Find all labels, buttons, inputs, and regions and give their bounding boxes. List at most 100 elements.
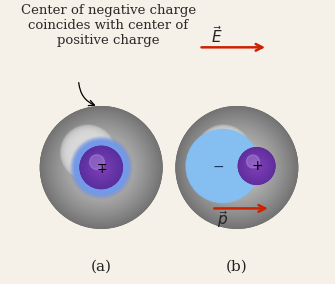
Circle shape: [223, 153, 251, 181]
Circle shape: [98, 164, 105, 171]
Circle shape: [229, 160, 245, 175]
Circle shape: [226, 157, 248, 178]
Circle shape: [255, 164, 259, 168]
Circle shape: [76, 142, 126, 193]
Circle shape: [240, 149, 274, 183]
Circle shape: [80, 146, 122, 189]
Circle shape: [87, 154, 115, 181]
Circle shape: [209, 138, 238, 167]
Circle shape: [245, 154, 269, 178]
Circle shape: [90, 157, 112, 178]
Circle shape: [207, 150, 239, 182]
Circle shape: [221, 151, 253, 184]
Circle shape: [216, 159, 229, 173]
Circle shape: [67, 133, 136, 202]
Circle shape: [176, 107, 297, 228]
Circle shape: [71, 136, 104, 169]
Circle shape: [235, 166, 239, 169]
Circle shape: [203, 134, 270, 201]
Circle shape: [202, 146, 243, 186]
Circle shape: [75, 139, 101, 165]
Circle shape: [89, 156, 113, 179]
Circle shape: [203, 132, 244, 173]
Circle shape: [96, 162, 106, 173]
Circle shape: [69, 135, 134, 200]
Circle shape: [98, 165, 104, 170]
Circle shape: [244, 153, 270, 179]
Circle shape: [195, 138, 251, 194]
Circle shape: [187, 118, 286, 217]
Circle shape: [45, 111, 157, 224]
Circle shape: [91, 157, 112, 178]
Circle shape: [92, 158, 111, 177]
Circle shape: [214, 158, 231, 174]
Circle shape: [75, 142, 127, 193]
Circle shape: [79, 146, 123, 189]
Text: $+$: $+$: [95, 163, 107, 176]
Circle shape: [66, 130, 110, 174]
Circle shape: [99, 165, 104, 170]
Circle shape: [82, 149, 120, 186]
Text: $-$: $-$: [95, 158, 107, 171]
Circle shape: [197, 140, 249, 192]
Circle shape: [84, 150, 119, 185]
Circle shape: [67, 132, 108, 173]
Circle shape: [181, 112, 292, 223]
Circle shape: [212, 155, 233, 177]
Circle shape: [209, 140, 264, 195]
Circle shape: [48, 114, 154, 221]
Circle shape: [93, 160, 109, 175]
Circle shape: [204, 132, 243, 172]
Circle shape: [80, 147, 122, 188]
Circle shape: [184, 114, 290, 221]
Circle shape: [100, 166, 103, 169]
Circle shape: [88, 154, 114, 180]
Circle shape: [65, 131, 137, 203]
Circle shape: [243, 153, 270, 179]
Circle shape: [190, 134, 255, 198]
Circle shape: [74, 140, 128, 195]
Circle shape: [201, 144, 245, 188]
Circle shape: [191, 134, 255, 198]
Circle shape: [198, 126, 250, 178]
Circle shape: [79, 146, 123, 189]
Circle shape: [78, 142, 98, 162]
Circle shape: [84, 150, 118, 185]
Circle shape: [188, 131, 258, 201]
Circle shape: [196, 126, 278, 208]
Circle shape: [97, 163, 106, 172]
Circle shape: [76, 143, 126, 192]
Circle shape: [204, 147, 242, 185]
Circle shape: [247, 156, 267, 176]
Circle shape: [87, 153, 116, 182]
Circle shape: [93, 159, 110, 176]
Circle shape: [89, 155, 114, 180]
Circle shape: [95, 162, 107, 173]
Circle shape: [64, 128, 112, 176]
Circle shape: [82, 148, 120, 187]
Circle shape: [83, 150, 119, 185]
Circle shape: [92, 158, 110, 177]
Circle shape: [60, 126, 143, 209]
Circle shape: [68, 135, 134, 200]
Circle shape: [209, 152, 237, 180]
Circle shape: [65, 131, 138, 204]
Circle shape: [89, 156, 113, 179]
Circle shape: [214, 145, 259, 190]
Circle shape: [91, 157, 112, 178]
Circle shape: [254, 163, 260, 169]
Circle shape: [189, 132, 257, 200]
Circle shape: [85, 151, 118, 184]
Circle shape: [76, 141, 99, 164]
Circle shape: [209, 140, 265, 195]
Circle shape: [95, 161, 107, 174]
Circle shape: [254, 163, 259, 169]
Circle shape: [196, 139, 250, 193]
Circle shape: [83, 150, 119, 185]
Circle shape: [73, 139, 130, 196]
Circle shape: [49, 115, 154, 220]
Circle shape: [255, 164, 259, 168]
Circle shape: [90, 156, 112, 179]
Circle shape: [218, 161, 227, 171]
Circle shape: [70, 137, 132, 198]
